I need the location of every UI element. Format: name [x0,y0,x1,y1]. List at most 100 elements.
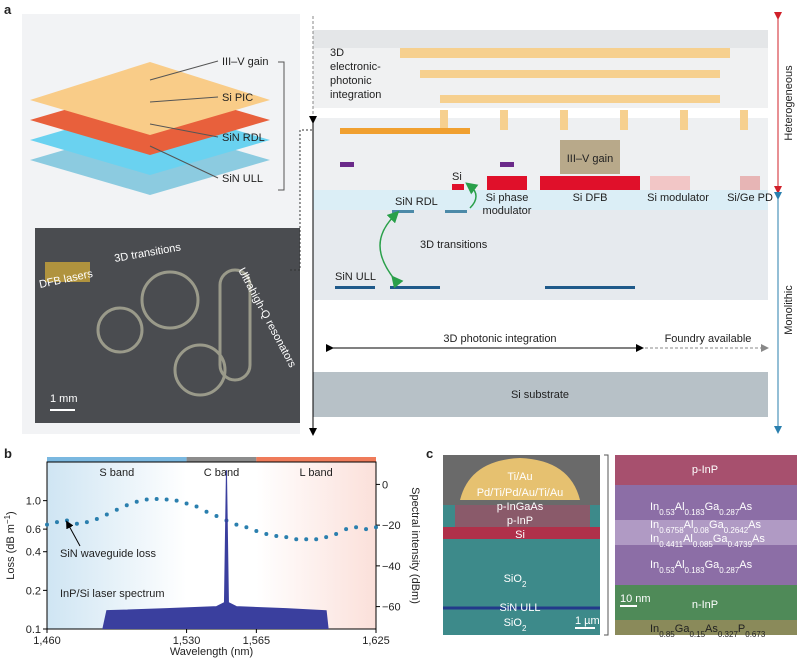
text-part: 2 [522,580,527,589]
label: −40 [382,561,401,573]
text-part: 0.085 [693,540,714,549]
loss-point [374,525,378,530]
text-part: As [739,559,752,571]
label: 3D transitions [420,239,488,251]
text-part: As [739,501,752,513]
connector [290,129,314,271]
spectrum-line [102,470,329,630]
label: In0.4411Al0.085Ga0.4739As [650,533,765,549]
label: In0.6758Al0.08Ga0.2642As [650,519,762,535]
text-part: 0.673 [745,630,766,639]
label: SiN waveguide loss [60,548,156,560]
loss-point [204,509,209,514]
rdl-band [313,190,768,210]
transition-arrow [465,182,479,209]
pinp-region [615,455,797,485]
text-part: 0.287 [719,566,740,575]
label: In0.85Ga0.15As0.327P0.673 [650,623,766,639]
bracket [278,61,285,191]
contact [340,162,354,167]
label: Si [515,529,525,541]
text-part: 0.6758 [659,526,684,535]
leader [149,96,219,103]
text-part: 0.08 [693,526,709,535]
photo [35,228,300,423]
loss-point [174,498,179,503]
text-part: −1 [3,514,12,524]
text-part: ) [5,511,17,515]
loss-point [45,522,49,527]
label: SiO2 [504,617,527,633]
label: 3D photonic integration [443,333,556,345]
substrate [313,372,768,417]
text-part: 0.53 [659,566,675,575]
loss-point [344,527,349,532]
contact [500,162,514,167]
gain-chip [560,140,620,174]
label: SiN ULL [222,173,263,185]
loss-point [124,503,129,508]
text-part: SiO [504,617,523,629]
loss-point [184,501,189,506]
text-part: Al [675,559,685,571]
label: b [4,446,12,461]
label: 0.1 [26,624,41,636]
ull-wg [390,286,440,289]
leader [149,123,219,138]
text-part: 0.327 [718,630,739,639]
label: −20 [382,520,401,532]
label: SiO2 [504,573,527,589]
band-bar [47,457,187,462]
text-part: As [748,519,761,531]
label: c [426,446,433,461]
rdl-wg [445,210,467,213]
loss-point [304,537,309,542]
loss-point [64,518,69,523]
text-part: In [650,519,659,531]
label: photonic [330,75,372,87]
label: C band [204,467,239,479]
label: 10 nm [620,593,651,605]
text-part: Al [683,533,693,545]
label: electronic- [330,61,381,73]
label: Pd/Ti/Pd/Au/Ti/Au [477,487,564,499]
label: III–V gain [222,56,268,68]
text-part: Al [684,519,694,531]
loss-point [214,513,219,518]
loss-point [294,537,299,542]
ull-wg [545,286,635,289]
label: a [4,2,12,17]
rdl-wg [392,210,414,213]
text-part: 0.4739 [728,540,753,549]
si-waveguide [452,184,464,190]
loss-point [334,531,339,536]
label: SiN RDL [395,196,438,208]
loss-point [104,512,109,517]
loss-point [234,522,239,527]
label: SiN ULL [500,602,541,614]
label: p-InP [692,464,718,476]
text-part: P [738,623,745,635]
leader [149,60,219,81]
text-part: Loss (dB m [5,524,17,580]
mqw [615,520,797,545]
text-part: 0.4411 [659,540,683,549]
text-part: SiO [504,573,523,585]
loss-point [354,525,359,530]
label: In0.53Al0.183Ga0.287As [650,501,753,517]
loss-point [194,504,199,509]
text-part: Ga [705,559,721,571]
label: 1,625 [362,635,390,647]
label: Foundry available [665,333,752,345]
loss-point [154,496,159,501]
text-part: 0.287 [719,508,740,517]
loss-point [264,531,269,536]
text-part: Al [675,501,685,513]
top-band [313,30,768,48]
loss-point [274,534,279,539]
label: Si substrate [511,389,569,401]
annotation-arrow [66,520,81,547]
label: Loss (dB m−1) [3,511,18,579]
text-part: Ga [675,623,691,635]
label: 0.4 [26,547,41,559]
